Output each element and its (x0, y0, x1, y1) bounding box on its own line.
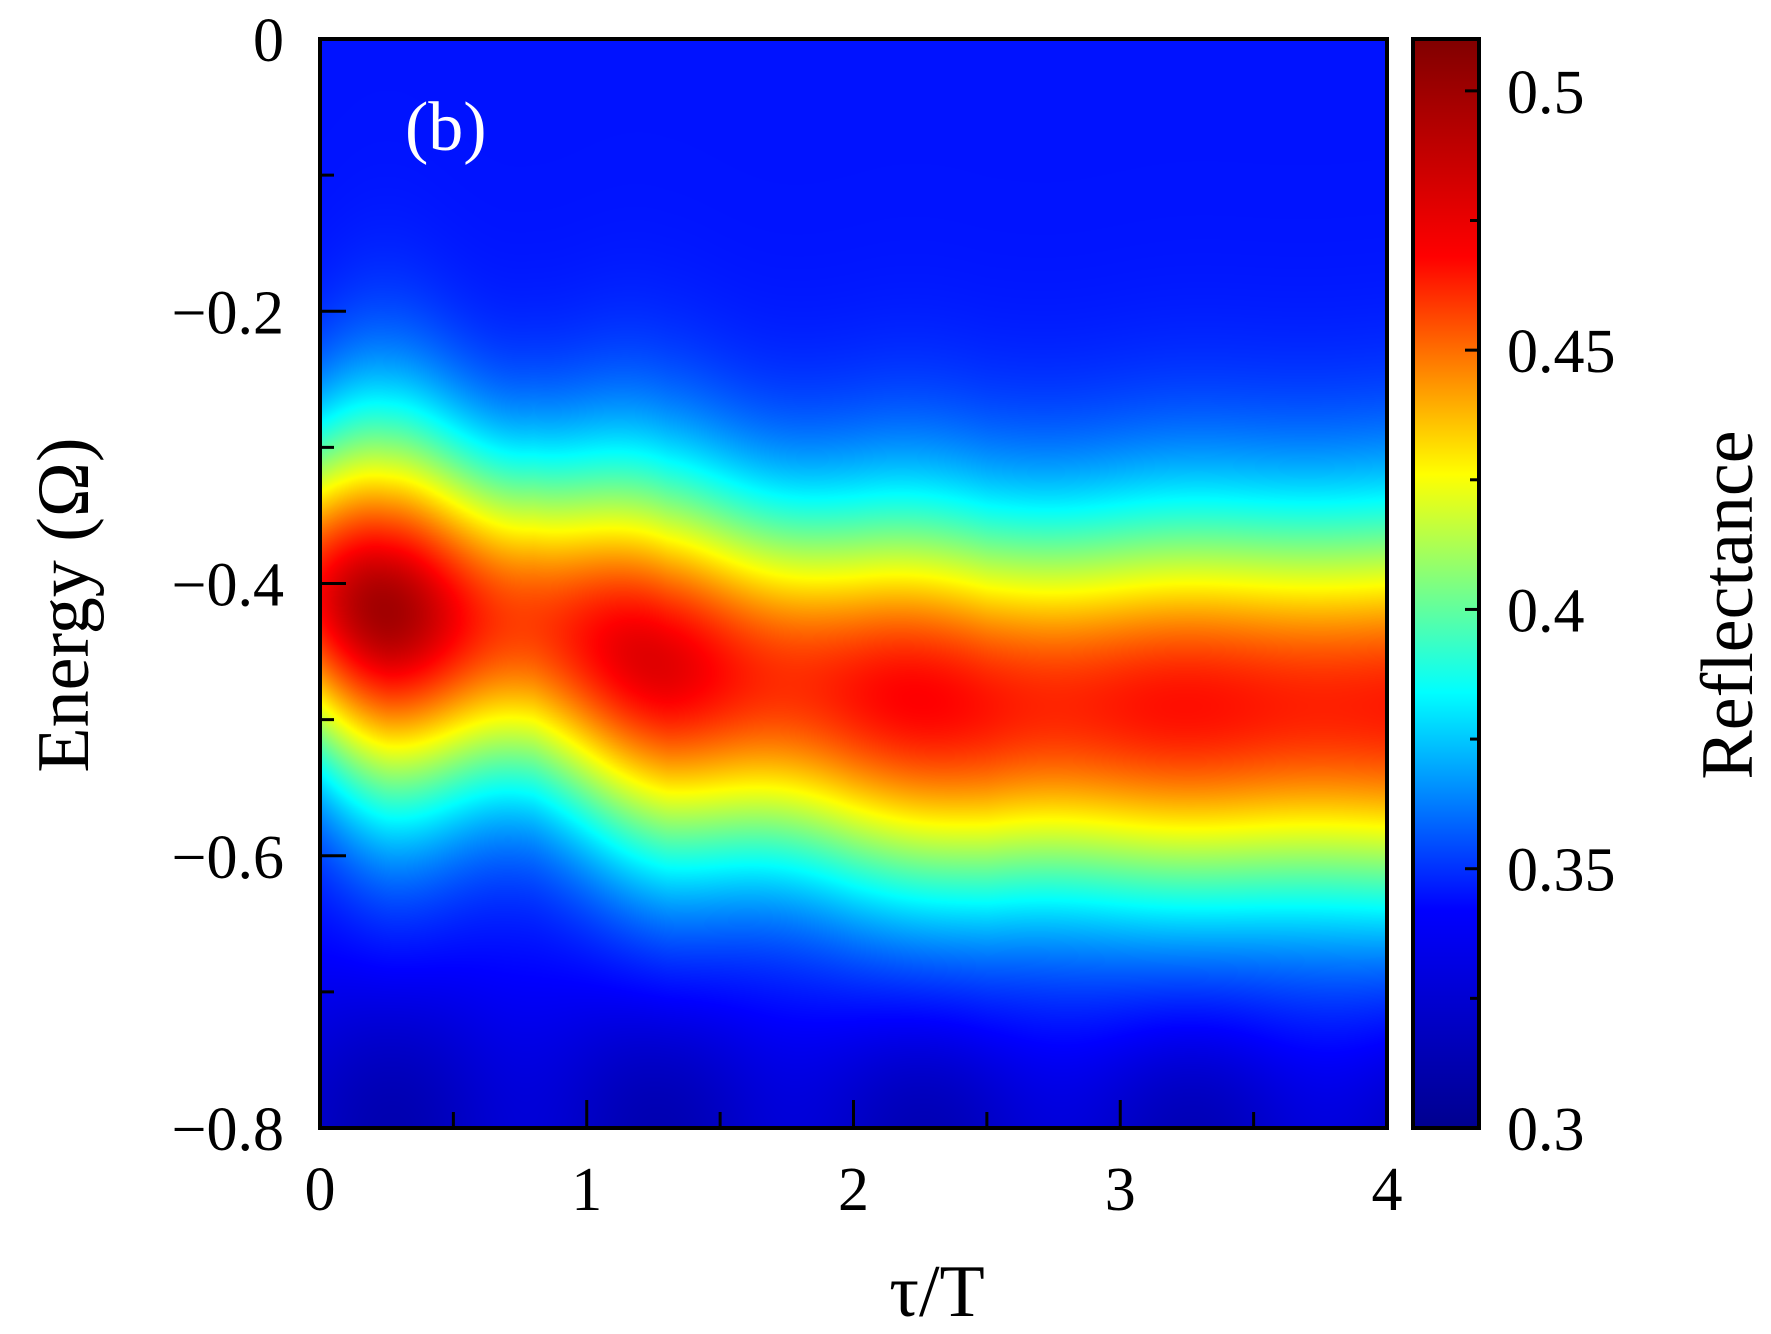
x-tick-label: 4 (1372, 1156, 1403, 1224)
x-axis-title: τ/T (889, 1251, 985, 1333)
y-tick-label: −0.2 (172, 279, 284, 347)
panel-label: (b) (405, 89, 487, 166)
y-tick-label: −0.4 (172, 552, 284, 620)
x-tick-label: 1 (571, 1156, 602, 1224)
y-tick-label: −0.6 (172, 824, 284, 892)
y-axis: 0 −0.2 −0.4 −0.6 −0.8 (172, 7, 346, 1164)
heatmap-area (320, 39, 1387, 1128)
colorbar-tick-label: 0.5 (1507, 59, 1585, 127)
x-tick-label: 2 (838, 1156, 869, 1224)
colorbar (1411, 37, 1481, 1130)
y-tick-label: 0 (253, 7, 284, 75)
colorbar-axis: 0.3 0.35 0.4 0.45 0.5 (1465, 59, 1616, 1164)
colorbar-tick-label: 0.35 (1507, 837, 1616, 905)
colorbar-tick-label: 0.45 (1507, 318, 1616, 386)
x-axis: 0 1 2 3 4 (305, 1100, 1403, 1224)
y-tick-label: −0.8 (172, 1096, 284, 1164)
colorbar-title: Reflectance (1687, 430, 1769, 779)
x-tick-label: 3 (1105, 1156, 1136, 1224)
heatmap-canvas (320, 39, 1387, 1128)
colorbar-tick-label: 0.3 (1507, 1096, 1585, 1164)
y-axis-title: Energy (Ω) (23, 437, 105, 772)
x-tick-label: 0 (305, 1156, 336, 1224)
colorbar-tick-label: 0.4 (1507, 577, 1585, 645)
